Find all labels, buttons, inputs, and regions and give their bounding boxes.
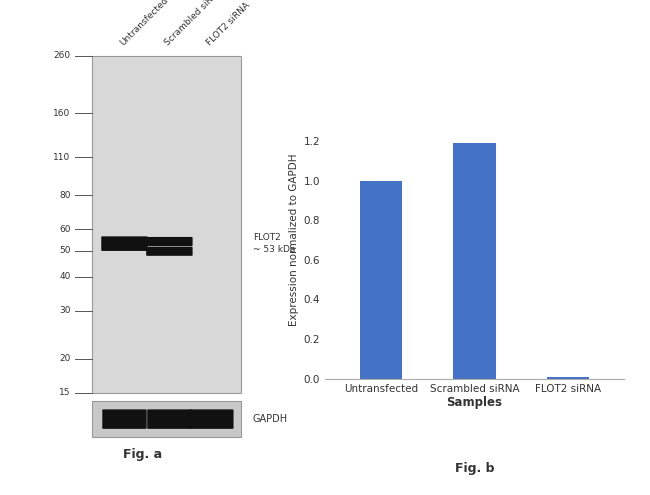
Text: 40: 40 bbox=[59, 272, 70, 281]
Bar bbox=[454, 143, 495, 379]
Text: 20: 20 bbox=[59, 354, 70, 363]
Text: 110: 110 bbox=[53, 153, 70, 162]
Bar bbox=[92, 401, 241, 438]
Bar bbox=[92, 56, 241, 393]
Text: 260: 260 bbox=[53, 51, 70, 60]
Bar bbox=[547, 377, 589, 379]
Text: FLOT2
~ 53 kDa: FLOT2 ~ 53 kDa bbox=[253, 233, 295, 254]
Text: Scrambled siRNA: Scrambled siRNA bbox=[163, 0, 224, 48]
Text: Fig. a: Fig. a bbox=[124, 447, 162, 460]
X-axis label: Samples: Samples bbox=[447, 396, 502, 409]
Text: Fig. b: Fig. b bbox=[455, 462, 494, 475]
Bar bbox=[360, 181, 402, 379]
Text: 30: 30 bbox=[59, 306, 70, 315]
FancyBboxPatch shape bbox=[189, 409, 233, 429]
FancyBboxPatch shape bbox=[102, 409, 147, 429]
Text: 50: 50 bbox=[59, 246, 70, 255]
Text: FLOT2 siRNA: FLOT2 siRNA bbox=[205, 1, 252, 48]
FancyBboxPatch shape bbox=[146, 247, 192, 256]
Text: 60: 60 bbox=[59, 225, 70, 234]
FancyBboxPatch shape bbox=[147, 409, 192, 429]
Text: 80: 80 bbox=[59, 191, 70, 199]
FancyBboxPatch shape bbox=[101, 236, 148, 251]
Text: 15: 15 bbox=[59, 388, 70, 397]
Text: Untransfected: Untransfected bbox=[118, 0, 170, 48]
Text: 160: 160 bbox=[53, 109, 70, 118]
Text: GAPDH: GAPDH bbox=[253, 414, 288, 424]
FancyBboxPatch shape bbox=[146, 237, 192, 246]
Y-axis label: Expression normalized to GAPDH: Expression normalized to GAPDH bbox=[289, 154, 300, 326]
